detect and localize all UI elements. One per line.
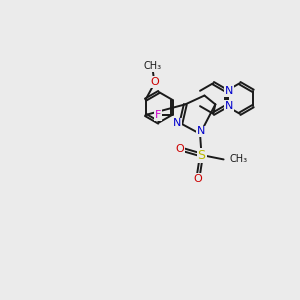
Text: N: N (224, 101, 233, 111)
Text: F: F (154, 110, 161, 120)
Text: CH₃: CH₃ (144, 61, 162, 71)
Text: N: N (173, 118, 182, 128)
Text: CH₃: CH₃ (230, 154, 247, 164)
Text: N: N (224, 86, 233, 96)
Text: O: O (150, 77, 159, 87)
Text: O: O (175, 144, 184, 154)
Text: O: O (194, 174, 202, 184)
Text: S: S (197, 148, 206, 161)
Text: N: N (196, 126, 205, 136)
